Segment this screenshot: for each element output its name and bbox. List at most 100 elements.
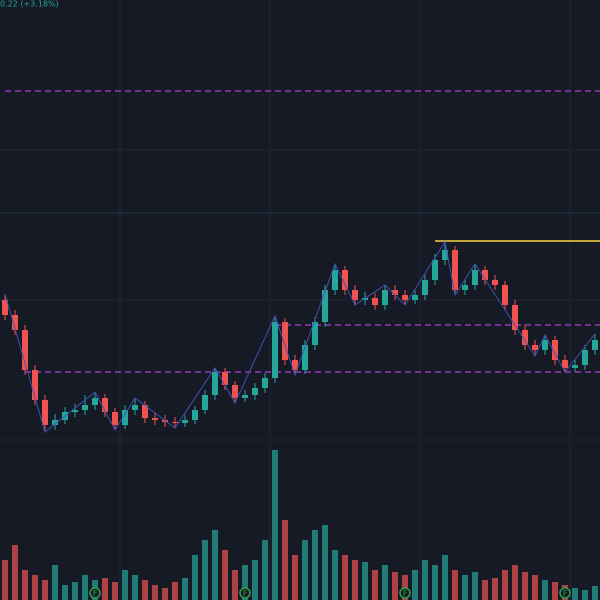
volume-bar [302,540,308,600]
volume-bar [162,588,168,600]
event-label: F [93,589,98,598]
volume-bar [32,575,38,600]
candle-body [252,388,258,395]
volume-bar [322,525,328,600]
volume-bar [412,570,418,600]
volume-bar [192,555,198,600]
candle-body [432,260,438,280]
candle-body [462,285,468,290]
candle-body [572,365,578,368]
volume-bar [502,570,508,600]
candle-body [2,300,8,315]
volume-bar [12,545,18,600]
event-label: F [243,589,248,598]
candle-body [442,250,448,260]
candle-body [522,330,528,345]
candle-body [202,395,208,410]
volume-bar [172,582,178,600]
volume-bar [232,570,238,600]
volume-bar [382,565,388,600]
candle-body [582,350,588,365]
volume-bar [142,580,148,600]
candle-body [542,340,548,350]
candle-body [452,250,458,290]
candle-body [262,378,268,388]
candle-body [302,345,308,370]
candle-body [212,372,218,395]
volume-bar [522,572,528,600]
volume-bar [152,585,158,600]
candle-body [92,398,98,405]
volume-bar [72,582,78,600]
volume-bar [542,580,548,600]
candle-body [592,340,598,350]
volume-bar [312,530,318,600]
candle-body [412,295,418,300]
event-marker [89,587,101,599]
volume-bar [592,586,598,600]
candle-body [22,330,28,370]
candle-body [562,360,568,368]
volume-bar [22,570,28,600]
volume-bar [482,580,488,600]
volume-bar [362,562,368,600]
volume-bar [572,588,578,600]
event-marker [399,587,411,599]
candle-body [72,410,78,412]
candle-body [372,298,378,305]
volume-bar [352,560,358,600]
volume-bar [82,575,88,600]
candle-body [502,285,508,305]
volume-bar [392,572,398,600]
candle-body [122,410,128,425]
volume-bar [262,540,268,600]
candle-body [42,400,48,425]
candle-body [312,322,318,345]
candle-body [132,405,138,410]
volume-bar [512,565,518,600]
volume-bar [342,555,348,600]
candle-body [192,410,198,420]
volume-bar [492,578,498,600]
volume-bar [122,570,128,600]
candle-body [552,340,558,360]
volume-bar [52,565,58,600]
header: 0.22 (+3.18%) [0,0,59,9]
event-label: F [563,589,568,598]
candle-body [272,322,278,378]
volume-bar [182,578,188,600]
volume-bar [272,450,278,600]
candle-body [422,280,428,295]
candle-body [322,290,328,322]
candle-body [32,370,38,400]
candle-body [382,290,388,305]
candle-body [472,270,478,285]
volume-bar [42,580,48,600]
candle-body [362,298,368,300]
candle-body [152,418,158,420]
volume-bar [422,560,428,600]
candle-body [242,395,248,398]
candle-body [352,290,358,300]
candle-body [512,305,518,330]
volume-bar [332,550,338,600]
candle-body [232,385,238,398]
volume-bar [552,582,558,600]
candle-body [182,420,188,423]
candle-body [102,398,108,412]
volume-bar [112,582,118,600]
candle-body [142,405,148,418]
volume-bar [532,575,538,600]
event-marker [239,587,251,599]
volume-bar [442,555,448,600]
candle-body [12,315,18,330]
volume-bar [222,550,228,600]
volume-bar [462,575,468,600]
candle-body [222,372,228,385]
volume-bar [472,572,478,600]
volume-bar [132,575,138,600]
volume-bar [372,570,378,600]
volume-bar [432,565,438,600]
